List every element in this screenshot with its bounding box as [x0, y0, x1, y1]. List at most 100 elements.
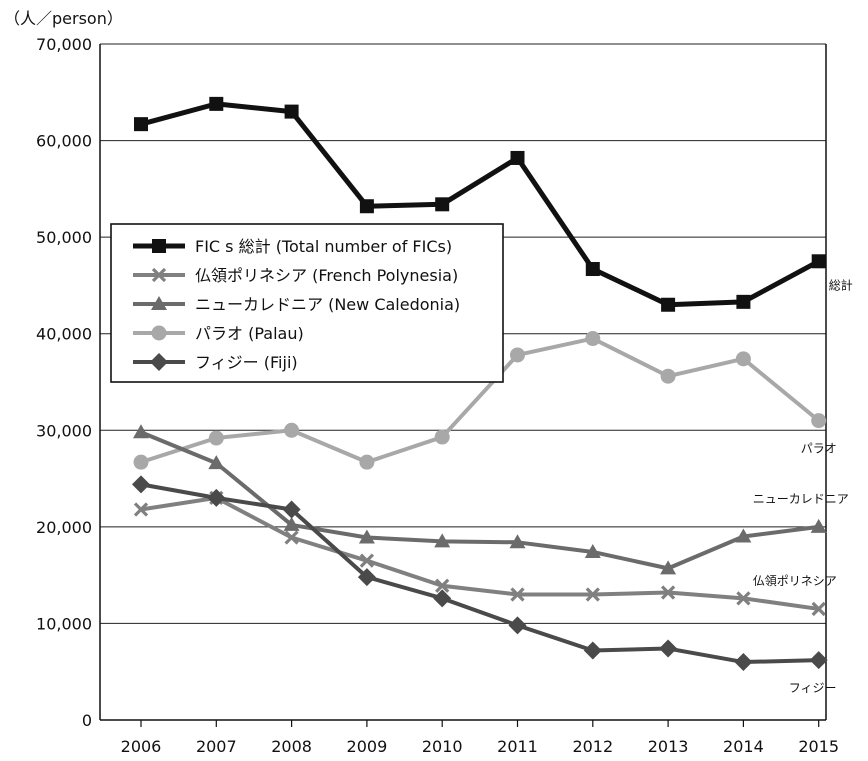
y-tick-labels: 0 10,000 20,000 30,000 40,000 50,000 60,000 70,… [36, 35, 92, 730]
axes [99, 44, 827, 727]
y-tick-label: 10,000 [36, 614, 92, 633]
legend-label: FIC s 総計 (Total number of FICs) [195, 237, 452, 256]
data-point [661, 297, 676, 312]
data-point [435, 197, 450, 212]
data-point [809, 651, 828, 670]
data-point [660, 585, 676, 600]
series-line [140, 101, 820, 308]
legend-entry: ニューカレドニア (New Caledonia) [133, 295, 460, 314]
data-point [735, 528, 752, 543]
data-point [133, 454, 149, 470]
x-tick-label: 2015 [798, 737, 839, 756]
data-point [509, 534, 526, 549]
data-point [659, 639, 678, 658]
series-2 [133, 424, 827, 575]
data-point [134, 117, 148, 132]
x-tick-label: 2006 [121, 737, 162, 756]
data-point [133, 424, 149, 439]
x-tick-labels: 2006 2007 2008 2009 2010 2011 2012 2013 2014 2015 [121, 737, 839, 756]
data-point [435, 578, 450, 593]
data-point [133, 502, 149, 517]
legend-swatch-marker [151, 267, 167, 283]
data-point [736, 591, 751, 606]
series-1 [133, 490, 826, 617]
data-point [810, 518, 827, 533]
legend-label: 仏領ポリネシア (French Polynesia) [195, 266, 458, 285]
legend-swatch-marker [150, 353, 168, 371]
legend-entry: 仏領ポリネシア (French Polynesia) [133, 266, 458, 285]
data-point [284, 104, 299, 119]
data-point [811, 254, 826, 269]
y-unit-label: （人／person） [4, 9, 123, 28]
data-point [734, 653, 753, 672]
data-point [208, 455, 225, 470]
data-point [434, 533, 451, 548]
x-tick-label: 2012 [572, 737, 613, 756]
series-line [140, 430, 819, 571]
data-point [585, 262, 600, 277]
data-point [660, 560, 677, 575]
series-line [140, 336, 820, 465]
series-end-label: 仏領ポリネシア [753, 573, 837, 588]
data-point [207, 488, 226, 507]
legend-swatch-marker [152, 239, 166, 253]
legend-entry: FIC s 総計 (Total number of FICs) [133, 237, 452, 256]
data-point [660, 368, 676, 384]
data-point [510, 150, 525, 165]
data-point [209, 96, 224, 111]
x-tick-label: 2010 [422, 737, 463, 756]
x-tick-label: 2013 [648, 737, 689, 756]
data-point [811, 413, 827, 429]
series-0 [134, 96, 826, 312]
data-point [358, 529, 375, 544]
y-tick-label: 20,000 [36, 518, 92, 537]
y-tick-label: 60,000 [36, 132, 92, 151]
legend-label: ニューカレドニア (New Caledonia) [195, 295, 460, 314]
legend-swatch-marker [151, 296, 167, 310]
series-line [140, 495, 819, 611]
legend-label: フィジー (Fiji) [195, 353, 298, 372]
legend: FIC s 総計 (Total number of FICs) 仏領ポリネシア (… [110, 223, 504, 383]
data-point [585, 331, 601, 347]
series-3 [133, 331, 827, 470]
series [132, 96, 828, 672]
y-tick-label: 0 [82, 711, 92, 730]
data-point [359, 199, 374, 214]
data-point [510, 587, 525, 602]
data-point [357, 568, 376, 587]
data-point [508, 616, 527, 635]
x-tick-label: 2009 [347, 737, 388, 756]
x-tick-label: 2014 [723, 737, 764, 756]
x-tick-label: 2007 [196, 737, 237, 756]
series-end-label: フィジー [789, 681, 837, 695]
legend-label: パラオ (Palau) [195, 324, 304, 343]
data-point [811, 601, 826, 617]
data-point [132, 475, 150, 494]
series-end-label: ニューカレドニア [753, 492, 849, 506]
series-line [140, 482, 819, 665]
series-4 [132, 475, 828, 672]
x-tick-label: 2011 [497, 737, 538, 756]
data-point [510, 347, 525, 363]
data-point [433, 589, 452, 608]
data-point [584, 543, 601, 558]
data-point [583, 641, 602, 660]
data-point [284, 530, 299, 545]
x-tick-label: 2008 [271, 737, 312, 756]
y-tick-label: 30,000 [36, 421, 92, 440]
y-tick-label: 70,000 [36, 35, 92, 54]
data-point [359, 553, 375, 568]
data-point [208, 430, 224, 446]
data-point [359, 454, 375, 470]
data-point [735, 351, 751, 367]
data-point [736, 294, 751, 309]
data-point [282, 500, 301, 519]
y-tick-label: 40,000 [36, 325, 92, 344]
series-end-label: パラオ [801, 442, 837, 456]
data-point [434, 429, 450, 445]
legend-entry: パラオ (Palau) [133, 324, 304, 343]
series-end-label: 総計 [829, 277, 853, 292]
legend-entry: フィジー (Fiji) [133, 353, 298, 372]
y-tick-label: 50,000 [36, 228, 92, 247]
